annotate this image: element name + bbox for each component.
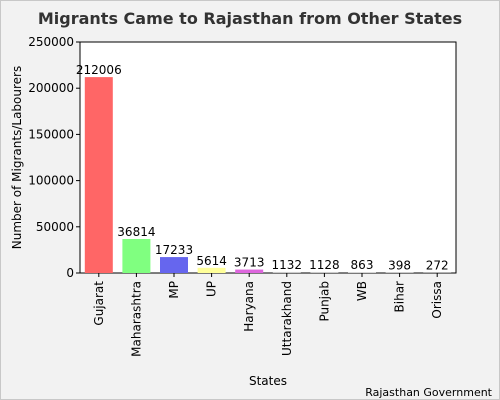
- x-tick-label: WB: [355, 281, 369, 301]
- data-label: 17233: [155, 243, 193, 257]
- data-label: 212006: [76, 63, 122, 77]
- data-label: 5614: [196, 254, 227, 268]
- plot-area: [79, 41, 457, 274]
- x-tick-label: MP: [167, 281, 181, 299]
- y-axis-label: Number of Migrants/Labourers: [10, 66, 24, 249]
- data-label: 36814: [117, 225, 155, 239]
- x-axis-label: States: [249, 374, 287, 388]
- data-label: 1128: [309, 258, 340, 272]
- data-label: 1132: [272, 258, 303, 272]
- x-tick-label: Orissa: [430, 281, 444, 319]
- data-label: 3713: [234, 256, 265, 270]
- y-tick-label: 100000: [28, 174, 74, 188]
- data-label: 272: [426, 259, 449, 273]
- x-axis: Gujarat Maharashtra MP UP Haryana Uttarakhand…: [92, 273, 444, 357]
- chart-title: Migrants Came to Rajasthan from Other St…: [38, 9, 462, 28]
- bar-maharashtra[interactable]: [122, 238, 151, 273]
- y-tick-label: 250000: [28, 35, 74, 49]
- x-tick-label: Maharashtra: [129, 281, 143, 357]
- bar-uttarakhand[interactable]: [272, 271, 301, 273]
- data-label: 398: [388, 259, 411, 273]
- x-tick-label: Gujarat: [92, 281, 106, 326]
- source-credit: Rajasthan Government: [365, 386, 492, 399]
- x-tick-label: Bihar: [393, 281, 407, 313]
- data-label: 863: [351, 258, 374, 272]
- x-tick-label: Uttarakhand: [280, 281, 294, 356]
- y-tick-label: 200000: [28, 81, 74, 95]
- bar-gujarat[interactable]: [84, 77, 113, 274]
- bar-haryana[interactable]: [235, 269, 264, 273]
- x-tick-label: UP: [205, 281, 219, 297]
- y-tick-label: 50000: [36, 220, 74, 234]
- y-axis: 0 50000 100000 150000 200000 250000: [28, 35, 80, 280]
- bar-wb[interactable]: [348, 272, 376, 273]
- y-tick-label: 150000: [28, 127, 74, 141]
- x-tick-label: Punjab: [317, 281, 331, 322]
- y-tick-label: 0: [66, 266, 74, 280]
- bar-up[interactable]: [197, 267, 226, 273]
- x-tick-label: Haryana: [242, 281, 256, 332]
- bar-mp[interactable]: [160, 257, 188, 273]
- bars: [84, 77, 452, 274]
- bar-punjab[interactable]: [310, 271, 339, 273]
